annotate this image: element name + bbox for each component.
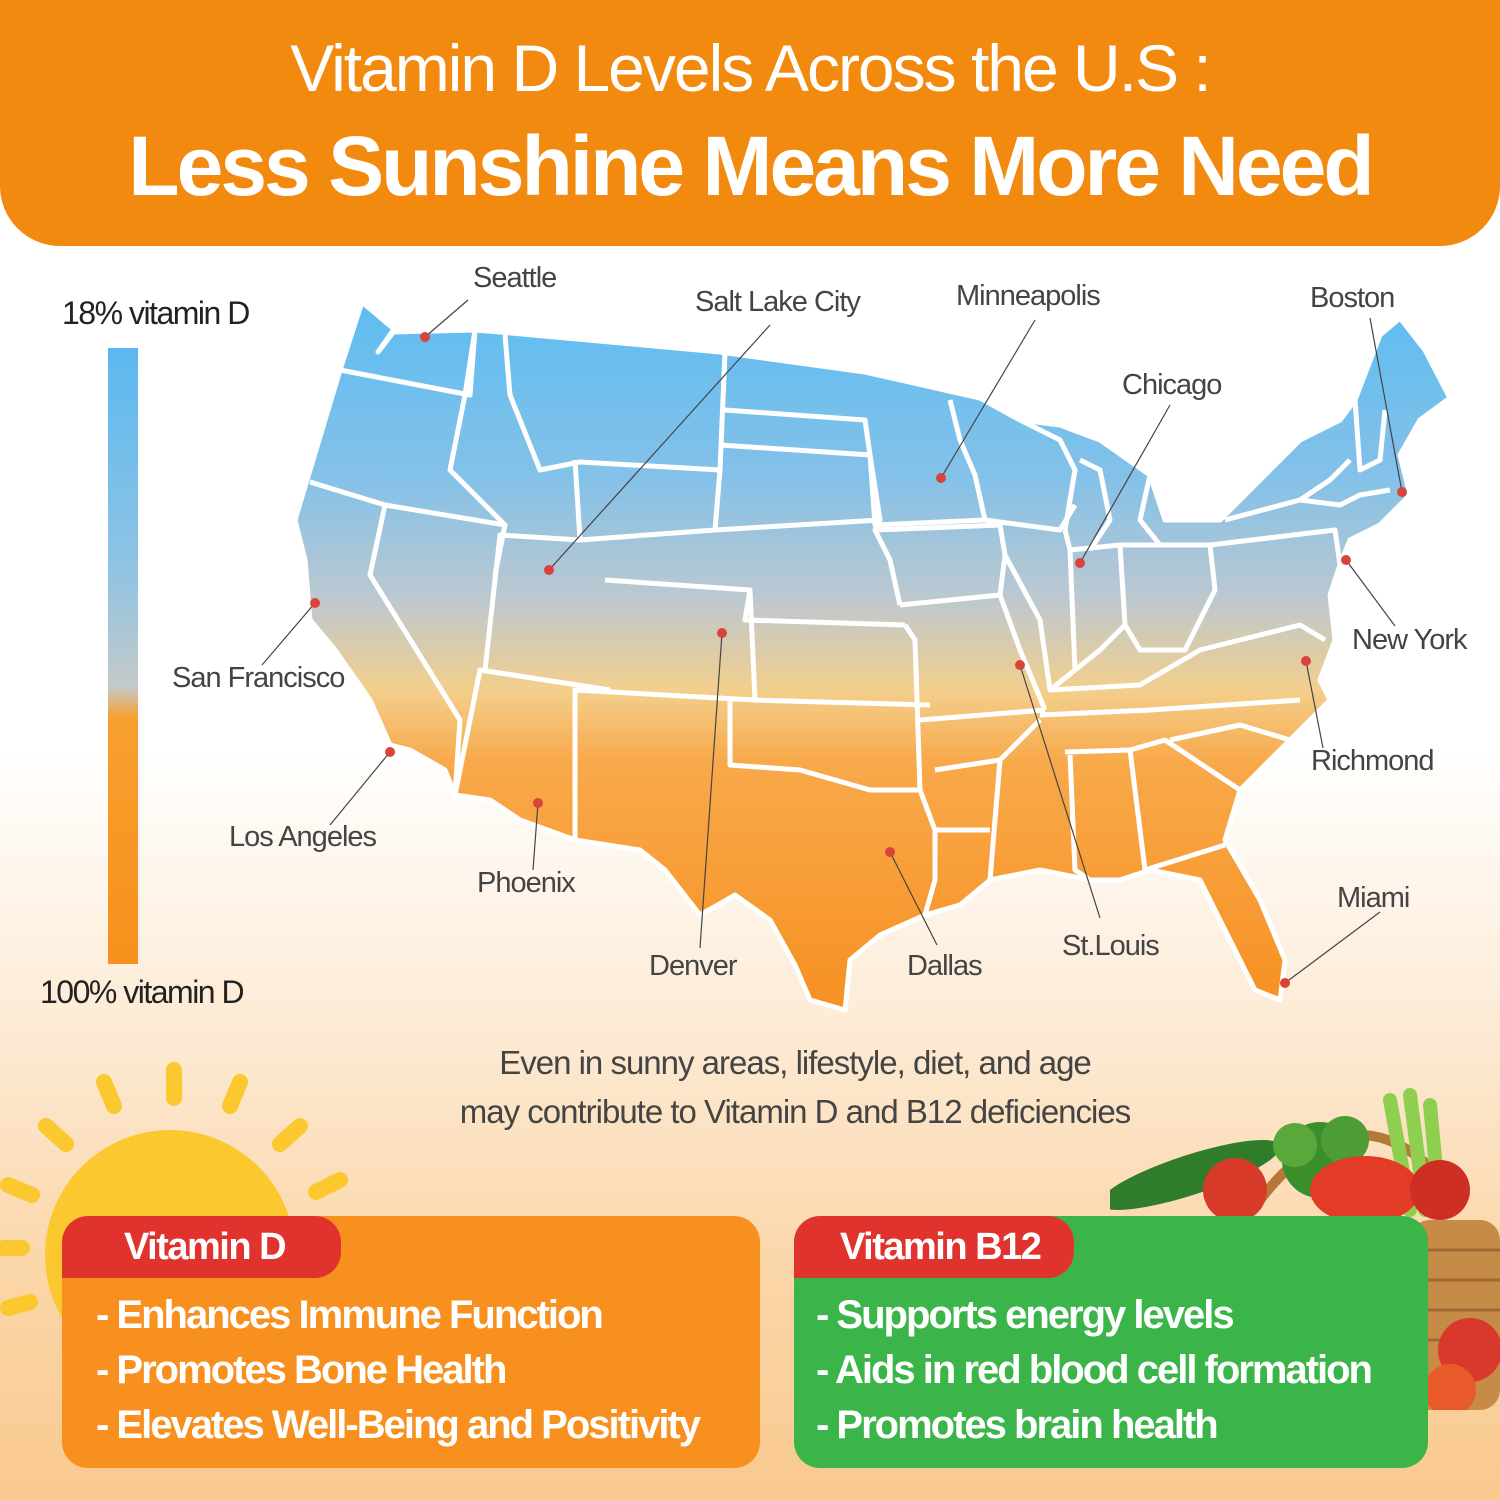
city-marker [310,598,320,608]
city-leader-line [1019,664,1101,919]
state-borders [309,329,1391,916]
city-label: Salt Lake City [695,286,861,318]
city-label: New York [1352,624,1468,656]
us-map [261,299,1453,1013]
city-label: Phoenix [477,867,576,899]
vitamin-d-card: Vitamin D - Enhances Immune Function - P… [62,1216,760,1468]
list-item: - Aids in red blood cell formation [816,1348,1373,1392]
city-leader-lines [261,299,1403,984]
vitamin-b12-card: Vitamin B12 - Supports energy levels - A… [794,1216,1428,1468]
vitamin-d-benefits: - Enhances Immune Function - Promotes Bo… [96,1288,701,1453]
city-marker [1075,558,1085,568]
vitamin-d-title: Vitamin D [62,1216,342,1278]
city-leader-line [329,751,391,826]
city-marker [533,798,543,808]
city-marker [1301,656,1311,666]
city-markers [310,332,1407,988]
city-marker [936,473,946,483]
us-mainland-shape [292,299,1453,1013]
city-leader-line [548,324,771,571]
list-item: - Promotes Bone Health [96,1348,507,1392]
note-line-2: may contribute to Vitamin D and B12 defi… [459,1093,1131,1130]
deficiency-note: Even in sunny areas, lifestyle, diet, an… [300,1038,1290,1136]
list-item: - Supports energy levels [816,1293,1235,1337]
city-label: Dallas [907,950,983,982]
city-leader-line [1369,317,1403,493]
city-label: Los Angeles [229,821,377,853]
list-item: - Promotes brain health [816,1403,1219,1447]
city-marker [1397,487,1407,497]
city-marker [1015,660,1025,670]
header-banner: Vitamin D Levels Across the U.S : Less S… [0,0,1500,246]
city-marker [885,847,895,857]
city-marker [717,628,727,638]
list-item: - Elevates Well-Being and Positivity [96,1403,701,1447]
list-item: - Enhances Immune Function [96,1293,604,1337]
city-label: San Francisco [172,662,345,694]
vitamin-b12-benefits: - Supports energy levels - Aids in red b… [816,1288,1373,1453]
city-marker [420,332,430,342]
city-label: St.Louis [1062,930,1160,962]
city-leader-line [889,851,938,946]
city-label: Boston [1310,282,1395,314]
city-leader-line [699,632,723,949]
vitamin-b12-title: Vitamin B12 [794,1216,1075,1278]
city-leader-line [1284,911,1381,984]
city-leader-line [424,299,469,338]
city-marker [1341,555,1351,565]
city-leader-line [1305,660,1324,749]
vegetable-basket-icon [1110,1088,1500,1410]
city-label: Richmond [1311,745,1435,777]
city-label: Denver [649,950,737,982]
city-leader-line [532,802,539,871]
legend-top-label: 18% vitamin D [62,295,250,331]
city-leader-line [940,319,1036,479]
city-leader-line [1345,559,1396,627]
city-marker [1280,978,1290,988]
city-label: Chicago [1122,369,1222,401]
city-label: Seattle [473,262,557,294]
city-label: Miami [1337,882,1410,914]
note-line-1: Even in sunny areas, lifestyle, diet, an… [499,1044,1092,1081]
city-leader-line [261,602,316,666]
legend-bottom-label: 100% vitamin D [40,974,245,1010]
city-marker [544,565,554,575]
city-label: Minneapolis [956,280,1101,312]
page-subtitle: Less Sunshine Means More Need [128,119,1374,213]
city-leader-line [1079,404,1171,564]
page-title: Vitamin D Levels Across the U.S : [290,31,1212,105]
city-marker [385,747,395,757]
legend-gradient-bar [108,348,138,964]
